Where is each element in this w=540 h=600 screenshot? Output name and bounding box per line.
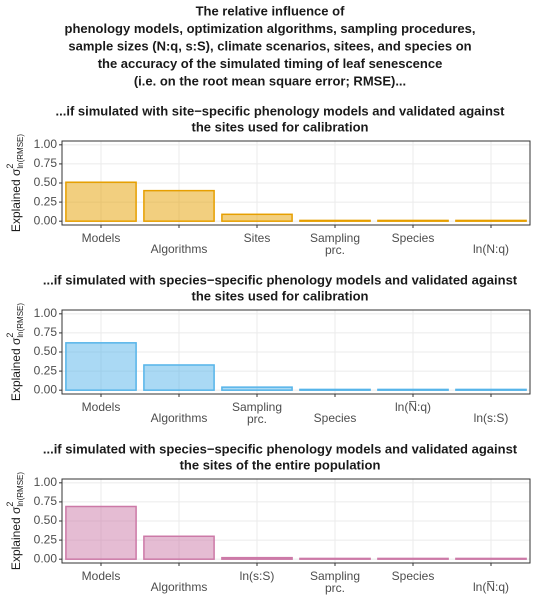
- x-tick-label: Species: [392, 569, 435, 583]
- y-tick-label: 0.25: [34, 194, 58, 208]
- bar: [65, 342, 137, 391]
- x-tick-label: ln(s:S): [474, 411, 509, 425]
- figure-title: (i.e. on the root mean square error; RMS…: [134, 73, 406, 88]
- x-tick-label: Algorithms: [151, 242, 208, 256]
- panel-border: [61, 140, 531, 226]
- y-tick-label: 0.75: [34, 325, 58, 339]
- panel-title: ...if simulated with site−specific pheno…: [56, 103, 506, 118]
- bar: [377, 388, 449, 391]
- y-axis-label-sup: 2: [5, 333, 15, 338]
- bar: [299, 219, 371, 222]
- bar: [143, 535, 215, 560]
- x-tick-label: Sites: [244, 231, 271, 245]
- y-tick-label: 1.00: [34, 137, 58, 151]
- x-tick-label: ln(N̅:q): [473, 580, 509, 594]
- x-tick-label: Sampling: [310, 231, 360, 245]
- x-tick-label: prc.: [325, 243, 345, 257]
- y-axis-label-text: Explained σ: [9, 168, 23, 232]
- x-tick-label: Sampling: [232, 400, 282, 414]
- figure-title: The relative influence of: [196, 3, 345, 18]
- bar: [299, 557, 371, 560]
- y-tick-label: 0.50: [34, 513, 58, 527]
- bar: [455, 557, 527, 560]
- panel-title: the sites of the entire population: [180, 457, 381, 472]
- x-tick-label: Species: [314, 411, 357, 425]
- y-tick-label: 0.50: [34, 344, 58, 358]
- bar: [455, 388, 527, 391]
- panel-border: [61, 478, 531, 564]
- y-tick-label: 1.00: [34, 475, 58, 489]
- y-axis-label: Explained σ2ln(RMSE): [5, 472, 25, 570]
- panel-title: the sites used for calibration: [192, 288, 369, 303]
- y-tick-label: 0.25: [34, 532, 58, 546]
- bar: [221, 556, 293, 560]
- x-tick-label: ln(N:q): [473, 242, 509, 256]
- x-tick-label: Algorithms: [151, 411, 208, 425]
- y-axis-label-sub: ln(RMSE): [16, 303, 25, 338]
- bar: [65, 181, 137, 222]
- y-axis-label-text: Explained σ: [9, 506, 23, 570]
- y-axis-label: Explained σ2ln(RMSE): [5, 303, 25, 401]
- bar: [299, 388, 371, 391]
- bar: [377, 219, 449, 222]
- figure-title: phenology models, optimization algorithm…: [65, 21, 476, 36]
- y-tick-label: 0.25: [34, 363, 58, 377]
- bar: [65, 505, 137, 560]
- x-tick-label: Algorithms: [151, 580, 208, 594]
- panel-title: ...if simulated with species−specific ph…: [43, 272, 518, 287]
- panel-title: ...if simulated with species−specific ph…: [43, 441, 518, 456]
- y-tick-label: 0.75: [34, 156, 58, 170]
- y-axis-label-sup: 2: [5, 164, 15, 169]
- figure-title: sample sizes (N:q, s:S), climate scenari…: [68, 38, 471, 53]
- bar: [455, 219, 527, 222]
- bar: [221, 386, 293, 391]
- x-tick-label: ln(N̅:q): [395, 400, 431, 414]
- x-tick-label: Models: [82, 400, 121, 414]
- x-tick-label: prc.: [247, 412, 267, 426]
- y-axis-label: Explained σ2ln(RMSE): [5, 134, 25, 232]
- figure-title: the accuracy of the simulated timing of …: [98, 56, 443, 71]
- x-tick-label: Sampling: [310, 569, 360, 583]
- panel-border: [61, 309, 531, 395]
- y-axis-label-text: Explained σ: [9, 337, 23, 401]
- x-tick-label: prc.: [325, 581, 345, 595]
- x-tick-label: Species: [392, 231, 435, 245]
- x-tick-label: Models: [82, 231, 121, 245]
- y-tick-label: 0.00: [34, 213, 58, 227]
- y-tick-label: 0.00: [34, 551, 58, 565]
- bar: [143, 189, 215, 222]
- panel-title: the sites used for calibration: [192, 119, 369, 134]
- y-tick-label: 1.00: [34, 306, 58, 320]
- bar: [143, 364, 215, 391]
- x-tick-label: ln(s:S): [240, 569, 275, 583]
- bar: [377, 557, 449, 560]
- y-tick-label: 0.75: [34, 494, 58, 508]
- y-tick-label: 0.50: [34, 175, 58, 189]
- y-axis-label-sup: 2: [5, 502, 15, 507]
- y-tick-label: 0.00: [34, 382, 58, 396]
- y-axis-label-sub: ln(RMSE): [16, 472, 25, 507]
- y-axis-label-sub: ln(RMSE): [16, 134, 25, 169]
- bar: [221, 213, 293, 222]
- x-tick-label: Models: [82, 569, 121, 583]
